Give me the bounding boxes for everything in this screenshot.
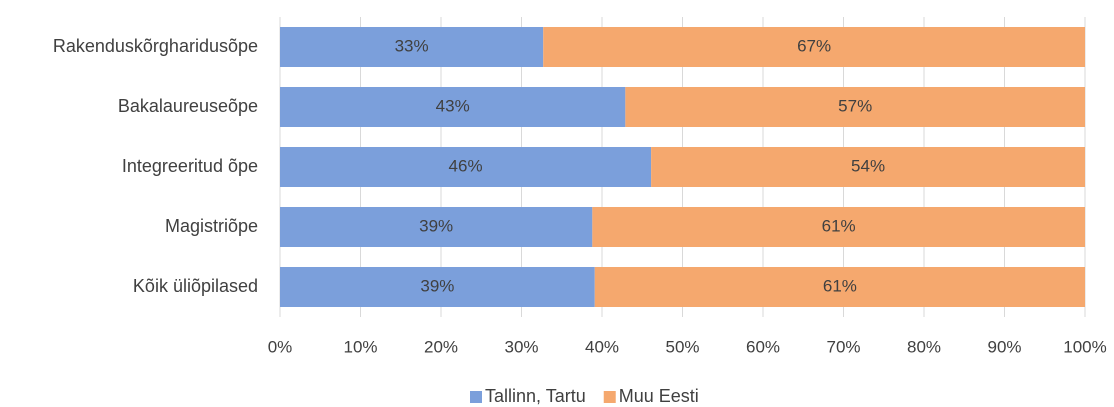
data-label: 67% [797,36,831,55]
legend-label: Muu Eesti [619,386,699,406]
y-tick-label: Rakenduskõrgharidusõpe [53,36,258,56]
data-label: 43% [436,96,470,115]
x-tick-label: 60% [746,337,780,356]
x-tick-label: 90% [987,337,1021,356]
bar-segment [592,207,1085,247]
x-tick-label: 100% [1063,337,1106,356]
bar-segment [543,27,1085,67]
bar-segment [280,267,595,307]
data-label: 61% [822,216,856,235]
data-label: 33% [395,36,429,55]
bar-segment [280,147,652,187]
bar-segment [280,27,544,67]
x-tick-label: 70% [826,337,860,356]
data-label: 54% [851,156,885,175]
legend-swatch [470,391,482,403]
bar-segment [625,87,1085,127]
y-tick-label: Bakalaureuseõpe [118,96,258,116]
y-tick-label: Magistriõpe [165,216,258,236]
bar-segment [651,147,1085,187]
x-tick-label: 40% [585,337,619,356]
x-tick-label: 30% [504,337,538,356]
x-tick-label: 10% [343,337,377,356]
x-tick-label: 0% [268,337,293,356]
y-tick-label: Integreeritud õpe [122,156,258,176]
data-label: 39% [420,276,454,295]
data-label: 46% [449,156,483,175]
data-label: 39% [419,216,453,235]
legend-label: Tallinn, Tartu [485,386,586,406]
y-tick-label: Kõik üliõpilased [133,276,258,296]
data-label: 61% [823,276,857,295]
legend-swatch [603,391,616,403]
x-tick-label: 50% [665,337,699,356]
x-tick-label: 20% [424,337,458,356]
data-label: 57% [838,96,872,115]
x-tick-label: 80% [907,337,941,356]
bar-segment [280,207,593,247]
bar-segment [594,267,1085,307]
bar-segment [280,87,626,127]
